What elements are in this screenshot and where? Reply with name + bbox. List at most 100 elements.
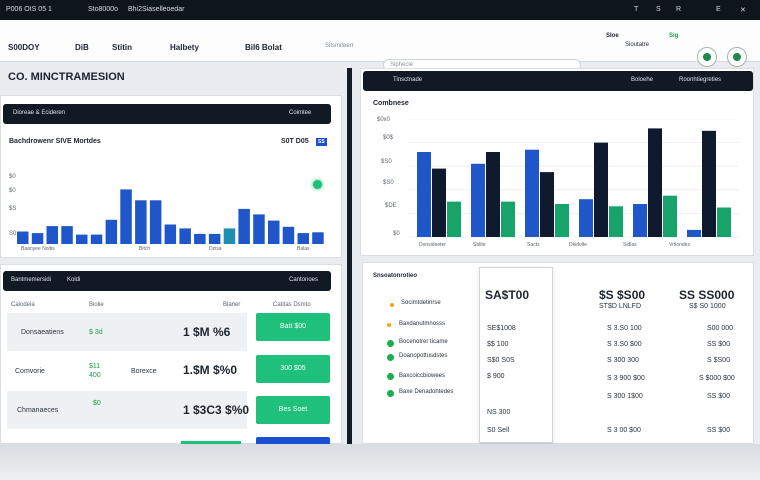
page-title: CO. MINCTRAMESION <box>8 71 125 83</box>
list-item-3[interactable]: Bocenotrer ticame <box>399 339 448 345</box>
col-2-head: $S $S00 <box>599 288 646 302</box>
summary-panel: Snsoatonrotieo Socimtdetinrse Baxdanutmn… <box>362 262 754 444</box>
bar <box>717 207 731 237</box>
list-bullet <box>387 340 394 347</box>
y-tick-2: $0 <box>9 188 16 194</box>
row-3-value: 1 $3C3 $%0 <box>183 403 250 417</box>
x-tick-3: Dzisa <box>209 246 222 252</box>
chart-tag[interactable]: SS <box>316 138 327 146</box>
list-bullet <box>390 303 394 307</box>
settings-button[interactable] <box>727 47 747 67</box>
bar <box>648 128 662 237</box>
card-1-val: $$ 100 <box>487 341 509 348</box>
bar <box>417 152 431 237</box>
col-3-head: SS SS000 <box>679 288 735 302</box>
col-2-val: S 3 00 $00 <box>607 427 641 434</box>
tab-1[interactable]: Sto8000o <box>88 6 118 13</box>
x-tick-1: Baanyee Noitis <box>21 246 55 252</box>
status-icon-1[interactable]: T <box>634 6 639 13</box>
list-item-2[interactable]: Baxdanutmnosss <box>399 321 446 327</box>
chart-header-action-2[interactable]: Roonhtiegreties <box>679 77 722 83</box>
x-tick: Sacts <box>527 242 540 248</box>
bar <box>447 201 461 237</box>
row-2-button[interactable]: 300 $05 <box>256 355 330 383</box>
list-item-6[interactable]: Baxe Denadohtedes <box>399 389 454 395</box>
window-title: P006 OIS 05 1 <box>6 6 52 13</box>
bar <box>46 226 58 244</box>
list-item-1[interactable]: Socimtdetinrse <box>401 300 441 306</box>
bar <box>312 232 324 244</box>
x-tick: Vrtlondes <box>669 242 690 248</box>
row-1-mid: $ 3d <box>89 329 103 336</box>
y-tick: $0x0 <box>377 117 391 123</box>
accounts-header-action[interactable]: Cantonoes <box>289 277 319 283</box>
menu-item-2[interactable]: DiB <box>75 43 89 52</box>
bar <box>432 168 446 237</box>
accounts-panel: Bantmemersidi Koldi Cantonoes Caiodeia B… <box>0 264 342 445</box>
chart-header-action-1[interactable]: Boloehe <box>631 77 654 83</box>
search-label: Sitsmiteerr <box>325 43 354 49</box>
list-item-5[interactable]: Baxcoiccbiowees <box>399 373 446 379</box>
summary-card-1[interactable] <box>479 267 553 443</box>
bar <box>135 200 147 244</box>
bar <box>555 204 569 237</box>
menu-item-5[interactable]: Bil6 Bolat <box>245 43 282 52</box>
bar <box>633 204 647 237</box>
bar <box>164 224 177 244</box>
col-3-val: SS $00 <box>707 427 730 434</box>
bar <box>208 233 221 244</box>
chart-header-title: Tinsctnade <box>393 77 423 83</box>
x-tick-2: Bitch <box>139 246 151 252</box>
panel-header-action[interactable]: Coimtee <box>289 110 312 116</box>
bar <box>609 206 623 237</box>
x-tick: Dkidolte <box>569 242 588 248</box>
grouped-bar-chart <box>409 119 739 238</box>
list-bullet <box>387 323 391 327</box>
bar <box>90 234 103 244</box>
y-tick: $DE <box>385 203 397 209</box>
y-tick: $0 <box>393 231 400 237</box>
status-icon-2[interactable]: S <box>656 6 661 13</box>
list-item-4[interactable]: Doanopottusdstes <box>399 353 448 359</box>
x-tick: Sblite <box>473 242 486 248</box>
y-tick-3: $S <box>9 206 17 212</box>
col-header-3: Blaner <box>223 302 241 308</box>
row-1-button[interactable]: Batt $00 <box>256 313 330 341</box>
bar <box>105 219 118 244</box>
col-3-val: S $S00 <box>707 357 730 364</box>
card-1-head: SA$T00 <box>485 288 530 302</box>
panel-header: Dioreae & Ecideren Coimtee <box>3 104 331 124</box>
profile-button[interactable] <box>697 47 717 67</box>
bar <box>579 199 593 237</box>
col-3-sub: S$ S0 1000 <box>689 303 726 310</box>
x-tick: Sidlas <box>623 242 637 248</box>
close-icon[interactable]: ✕ <box>740 7 746 14</box>
y-tick-1: $0 <box>9 174 16 180</box>
bar <box>61 226 73 244</box>
bar <box>471 163 485 237</box>
bar <box>486 152 500 237</box>
row-2-sub: Borexce <box>131 368 157 375</box>
panel-divider[interactable] <box>347 68 352 444</box>
menu-item-1[interactable]: S00DOY <box>8 43 40 52</box>
row-4-button[interactable] <box>256 437 330 445</box>
row-1-value: 1 $M %6 <box>183 325 231 339</box>
grouped-chart-panel: Tinsctnade Boloehe Roonhtiegreties Combn… <box>360 68 754 256</box>
status-icon-3[interactable]: R <box>676 6 682 13</box>
screen-bezel <box>0 444 760 480</box>
bar <box>282 226 295 244</box>
col-header-2: Biolie <box>89 302 104 308</box>
table-row[interactable] <box>7 313 247 351</box>
status-icon-4[interactable]: E <box>716 6 721 13</box>
col-2-sub: ST$D LNLFD <box>599 303 642 310</box>
chart-value: S0T D05 <box>281 138 309 145</box>
bar <box>149 200 162 244</box>
tab-2[interactable]: Bhi2Siaselleoedar <box>128 6 185 13</box>
bar <box>594 142 608 237</box>
row-3-button[interactable]: Bes Soet <box>256 396 330 424</box>
table-row[interactable] <box>7 391 247 429</box>
bar <box>268 220 280 244</box>
menu-item-3[interactable]: Stitin <box>112 43 132 52</box>
menu-item-4[interactable]: Halbety <box>170 43 199 52</box>
row-2-name: Comvorie <box>15 368 45 375</box>
